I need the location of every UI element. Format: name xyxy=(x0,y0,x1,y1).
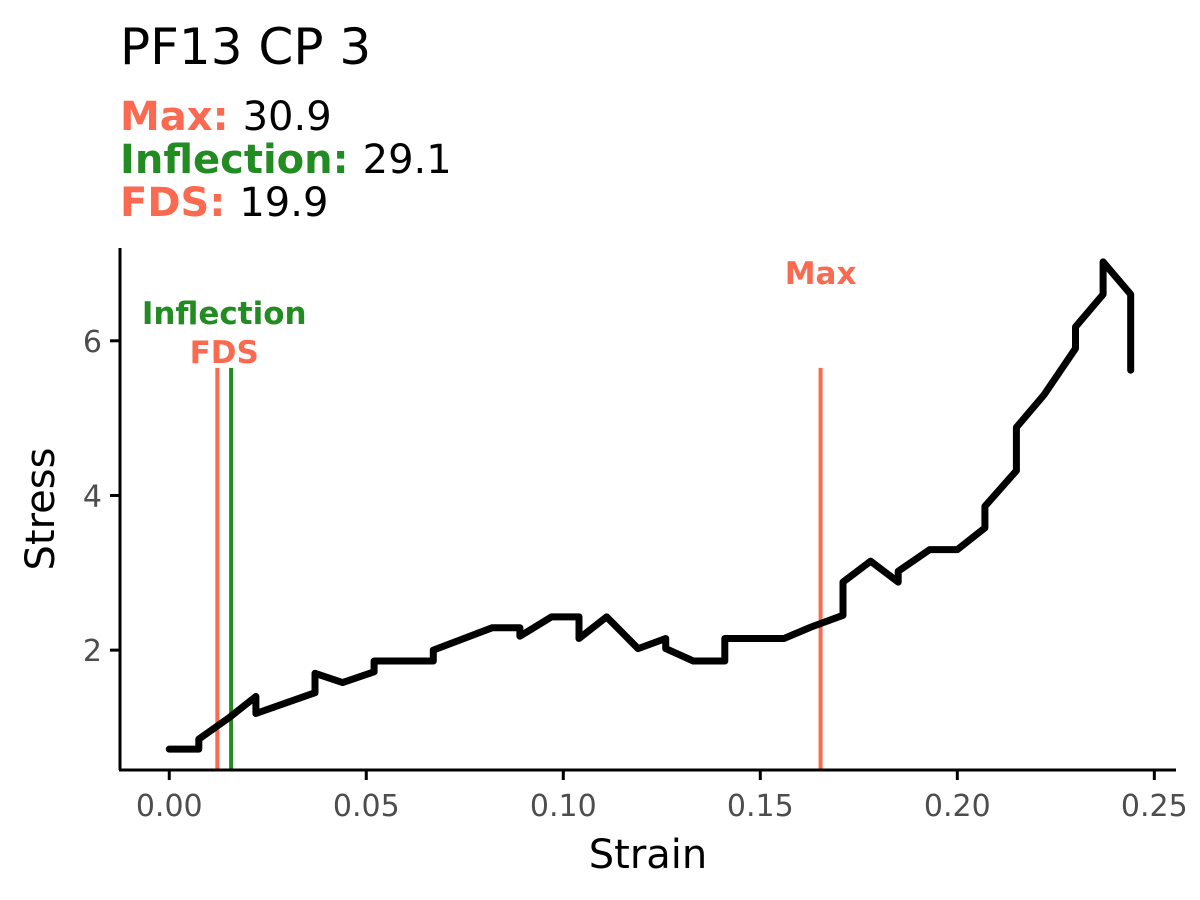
y-tick-label: 4 xyxy=(83,479,102,514)
stats-block: Max: 30.9 Inflection: 29.1 FDS: 19.9 xyxy=(120,94,452,226)
stat-inflection-label: Inflection: xyxy=(120,137,349,183)
marker-label-fds: FDS xyxy=(190,335,259,371)
y-axis-title: Stress xyxy=(18,448,64,571)
x-axis-ticks: 0.00 0.05 0.10 0.15 0.20 0.25 xyxy=(136,770,1188,824)
x-tick-label: 0.05 xyxy=(333,789,400,824)
x-tick-label: 0.00 xyxy=(136,789,203,824)
chart-title: PF13 CP 3 xyxy=(120,18,371,76)
stat-fds-value: 19.9 xyxy=(239,180,328,226)
stat-max: Max: 30.9 xyxy=(120,94,332,140)
stat-max-value: 30.9 xyxy=(243,94,332,140)
y-axis-ticks: 2 4 6 xyxy=(83,325,120,669)
stat-fds-label: FDS: xyxy=(120,180,225,226)
x-tick-label: 0.10 xyxy=(530,789,597,824)
stress-strain-line xyxy=(165,258,1135,753)
x-tick-label: 0.20 xyxy=(924,789,991,824)
x-tick-label: 0.15 xyxy=(727,789,794,824)
x-tick-label: 0.25 xyxy=(1121,789,1188,824)
marker-label-inflection: Inflection xyxy=(142,296,307,332)
stat-inflection-value: 29.1 xyxy=(363,137,452,183)
y-tick-label: 2 xyxy=(83,634,102,669)
y-tick-label: 6 xyxy=(83,325,102,360)
x-axis-title: Strain xyxy=(589,832,708,878)
stat-fds: FDS: 19.9 xyxy=(120,180,328,226)
marker-label-max: Max xyxy=(785,256,857,292)
stat-inflection: Inflection: 29.1 xyxy=(120,137,452,183)
stat-max-label: Max: xyxy=(120,94,229,140)
